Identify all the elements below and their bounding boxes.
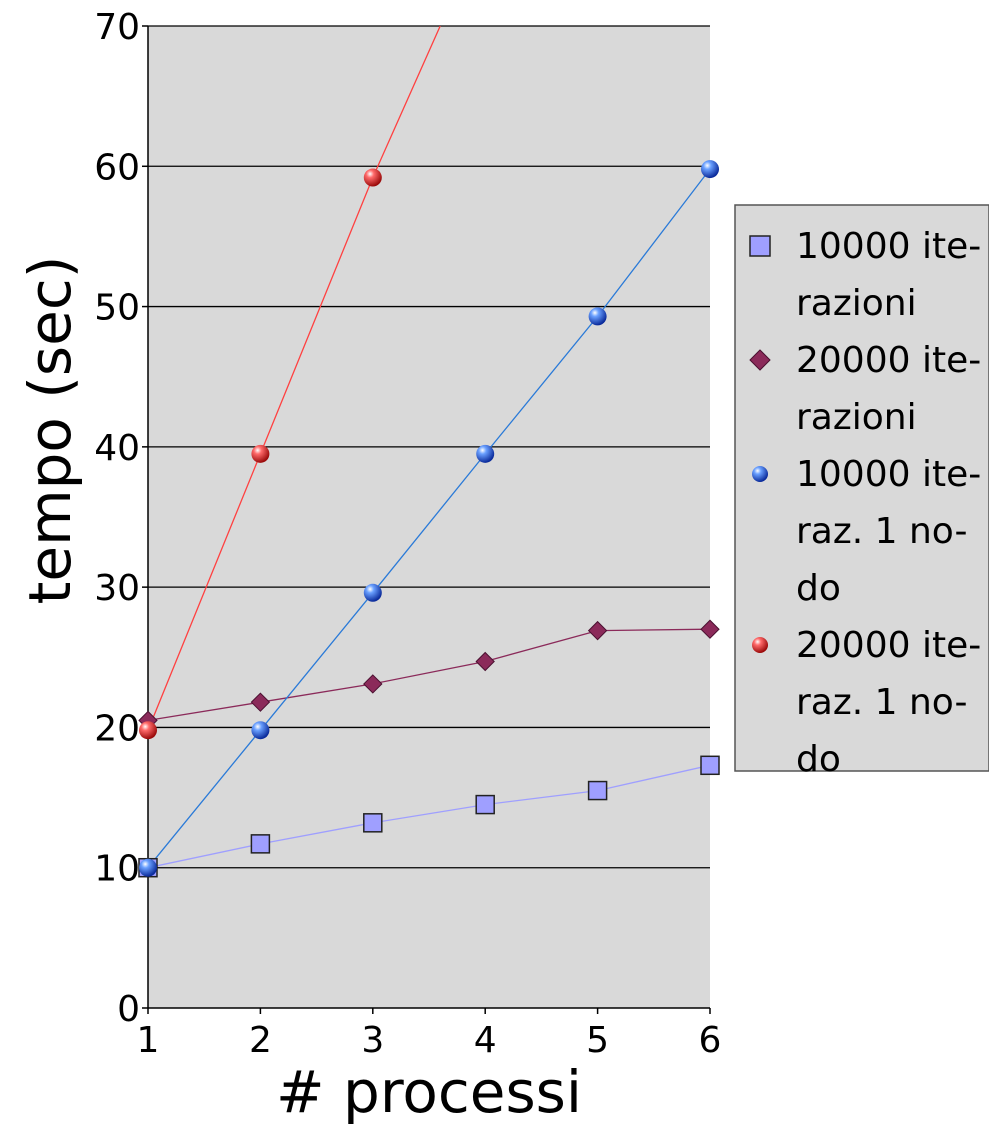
data-point-series-1	[250, 834, 271, 854]
data-point-series-1	[587, 780, 608, 801]
series-line-4	[148, 26, 441, 731]
x-tick-label: 2	[249, 1020, 272, 1061]
data-point-series-3	[139, 858, 157, 877]
x-tick-label: 3	[361, 1020, 384, 1061]
legend: 10000 ite-razioni 20000 ite-razioni 10000 …	[734, 204, 989, 780]
series-lines	[148, 26, 710, 869]
legend-label-1: 10000 ite-	[796, 226, 981, 267]
y-tick-label: 40	[94, 428, 140, 469]
y-tick-label: 0	[117, 989, 140, 1030]
legend-label-2: razioni	[796, 397, 917, 438]
data-point-series-1	[363, 813, 383, 833]
axes	[142, 25, 711, 1014]
y-axis-title: tempo (sec)	[16, 256, 84, 605]
legend-marker-1	[749, 235, 771, 257]
data-point-series-4	[139, 721, 157, 740]
x-tick-label: 5	[586, 1020, 609, 1061]
legend-label-4: 20000 ite-	[796, 625, 981, 666]
data-point-series-3	[476, 444, 495, 463]
legend-box	[734, 204, 989, 772]
data-point-series-3	[363, 583, 382, 602]
legend-label-4: do	[796, 739, 841, 780]
data-point-series-4	[251, 444, 270, 463]
y-tick-label: 60	[94, 147, 140, 188]
legend-label-3: 10000 ite-	[796, 454, 981, 495]
legend-label-2: 20000 ite-	[796, 340, 981, 381]
y-tick-label: 70	[94, 7, 140, 48]
legend-marker-4	[752, 637, 768, 653]
series-markers	[138, 160, 720, 878]
data-point-series-3	[701, 160, 719, 179]
y-tick-label: 20	[94, 708, 140, 749]
data-point-series-2	[700, 619, 720, 639]
x-axis-title: # processi	[276, 1058, 582, 1126]
data-point-series-2	[363, 674, 383, 694]
legend-label-1: razioni	[796, 283, 917, 324]
y-tick-label: 30	[94, 568, 140, 609]
series-line-2	[148, 628, 710, 722]
x-tick-label: 1	[137, 1020, 160, 1061]
legend-marker-2	[749, 349, 771, 371]
series-line-1	[148, 764, 710, 869]
data-point-series-2	[250, 692, 271, 712]
data-point-series-1	[475, 794, 495, 815]
y-tick-label: 10	[94, 849, 140, 890]
data-point-series-3	[251, 721, 270, 740]
legend-label-3: do	[796, 568, 841, 609]
data-point-series-2	[587, 620, 608, 641]
x-tick-label: 6	[699, 1020, 722, 1061]
y-tick-labels: 0 10 20 30 40 50 60 70	[94, 7, 140, 1030]
data-point-series-2	[475, 651, 495, 672]
series-line-3	[148, 168, 710, 869]
y-tick-label: 50	[94, 288, 140, 329]
plot-background	[148, 26, 710, 1008]
legend-label-4: raz. 1 no-	[796, 682, 968, 723]
data-point-series-4	[363, 168, 382, 187]
data-point-series-3	[588, 307, 607, 326]
legend-label-3: raz. 1 no-	[796, 511, 968, 552]
x-tick-labels: 1 2 3 4 5 6	[137, 1020, 722, 1061]
data-point-series-1	[700, 755, 720, 776]
x-tick-label: 4	[474, 1020, 497, 1061]
grid-lines	[148, 25, 710, 869]
legend-marker-3	[752, 466, 768, 482]
